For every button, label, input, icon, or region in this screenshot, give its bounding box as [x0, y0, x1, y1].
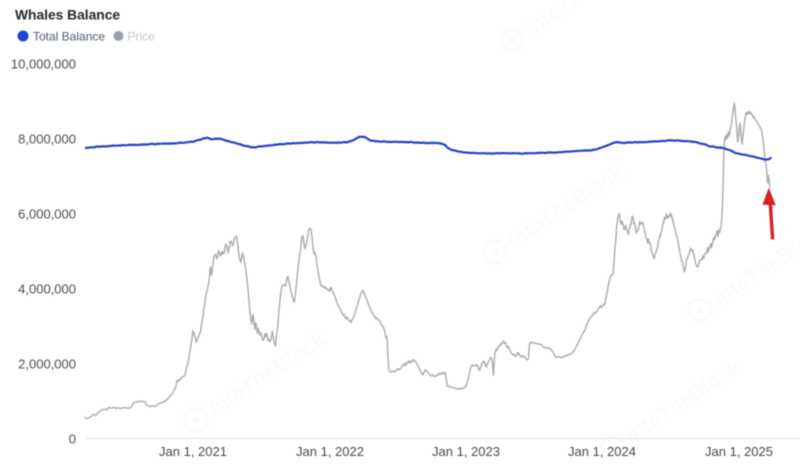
- svg-text:6,000,000: 6,000,000: [18, 207, 76, 222]
- svg-text:Price: Price: [128, 29, 156, 43]
- svg-text:Jan 1, 2024: Jan 1, 2024: [568, 444, 636, 459]
- svg-text:2,000,000: 2,000,000: [18, 357, 76, 372]
- svg-text:Jan 1, 2025: Jan 1, 2025: [705, 444, 773, 459]
- svg-text:4,000,000: 4,000,000: [18, 282, 76, 297]
- svg-text:0: 0: [69, 432, 76, 447]
- svg-text:Total Balance: Total Balance: [33, 29, 105, 43]
- svg-text:10,000,000: 10,000,000: [11, 57, 76, 72]
- svg-text:Whales Balance: Whales Balance: [15, 8, 120, 23]
- svg-text:Jan 1, 2023: Jan 1, 2023: [432, 444, 500, 459]
- svg-text:8,000,000: 8,000,000: [18, 132, 76, 147]
- svg-text:Jan 1, 2021: Jan 1, 2021: [159, 444, 227, 459]
- svg-text:Jan 1, 2022: Jan 1, 2022: [296, 444, 364, 459]
